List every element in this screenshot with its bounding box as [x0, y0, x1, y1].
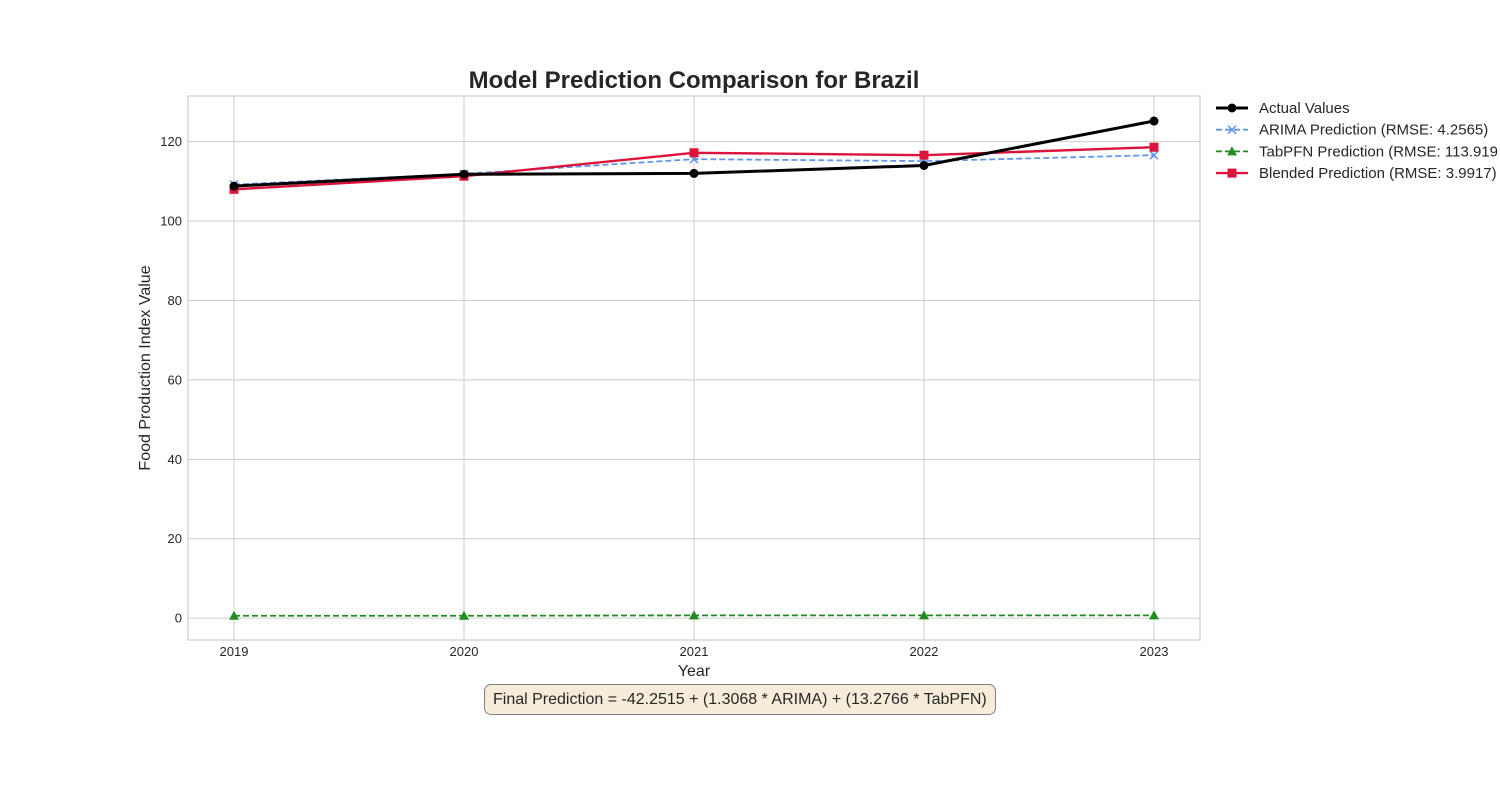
- y-tick-label: 80: [168, 293, 182, 308]
- tick-labels: 2019 2020 2021 2022 2023 0 20 40 60 80 100 120: [160, 134, 1168, 659]
- legend-item: TabPFN Prediction (RMSE: 113.919: [1216, 143, 1498, 160]
- data-point: [459, 610, 469, 620]
- data-point: [229, 181, 239, 191]
- legend-marker: [1227, 103, 1237, 113]
- plot-area-frame: [187, 95, 1201, 641]
- data-point: [1149, 142, 1159, 152]
- legend-label: Actual Values: [1259, 100, 1350, 117]
- data-point: [689, 148, 699, 158]
- y-axis-label: Food Production Index Value: [137, 265, 154, 470]
- y-tick-label: 40: [168, 452, 182, 467]
- legend: Actual Values ARIMA Prediction (RMSE: 4.2…: [1216, 100, 1498, 182]
- legend-label: Blended Prediction (RMSE: 3.9917): [1259, 165, 1497, 182]
- data-point: [1149, 610, 1159, 620]
- y-tick-label: 0: [175, 611, 182, 626]
- data-point: [229, 610, 239, 620]
- legend-item: Actual Values: [1216, 100, 1350, 117]
- x-tick-label: 2019: [220, 644, 249, 659]
- legend-item: Blended Prediction (RMSE: 3.9917): [1216, 165, 1497, 182]
- x-tick-label: 2023: [1140, 644, 1169, 659]
- data-point: [919, 610, 929, 620]
- data-point: [919, 160, 929, 170]
- legend-label: TabPFN Prediction (RMSE: 113.919: [1259, 143, 1498, 160]
- x-axis-label: Year: [678, 663, 711, 680]
- legend-marker: [1227, 168, 1237, 178]
- data-point: [919, 150, 929, 160]
- data-point: [1149, 150, 1159, 160]
- y-tick-label: 120: [160, 134, 182, 149]
- series-0: [229, 116, 1159, 191]
- y-tick-label: 20: [168, 531, 182, 546]
- legend-label: ARIMA Prediction (RMSE: 4.2565): [1259, 122, 1488, 139]
- legend-marker: [1227, 125, 1237, 135]
- series-2: [229, 610, 1159, 620]
- data-point: [1149, 116, 1159, 126]
- data-point: [459, 169, 469, 179]
- series-layer: [229, 116, 1159, 620]
- data-point: [689, 610, 699, 620]
- data-point: [689, 168, 699, 178]
- x-tick-label: 2021: [680, 644, 709, 659]
- legend-marker: [1227, 146, 1237, 156]
- y-tick-label: 60: [168, 372, 182, 387]
- x-tick-label: 2020: [450, 644, 479, 659]
- legend-item: ARIMA Prediction (RMSE: 4.2565): [1216, 122, 1488, 139]
- y-tick-label: 100: [160, 214, 182, 229]
- formula-annotation: Final Prediction = -42.2515 + (1.3068 * …: [484, 684, 996, 715]
- chart-title: Model Prediction Comparison for Brazil: [469, 67, 920, 94]
- x-tick-label: 2022: [910, 644, 939, 659]
